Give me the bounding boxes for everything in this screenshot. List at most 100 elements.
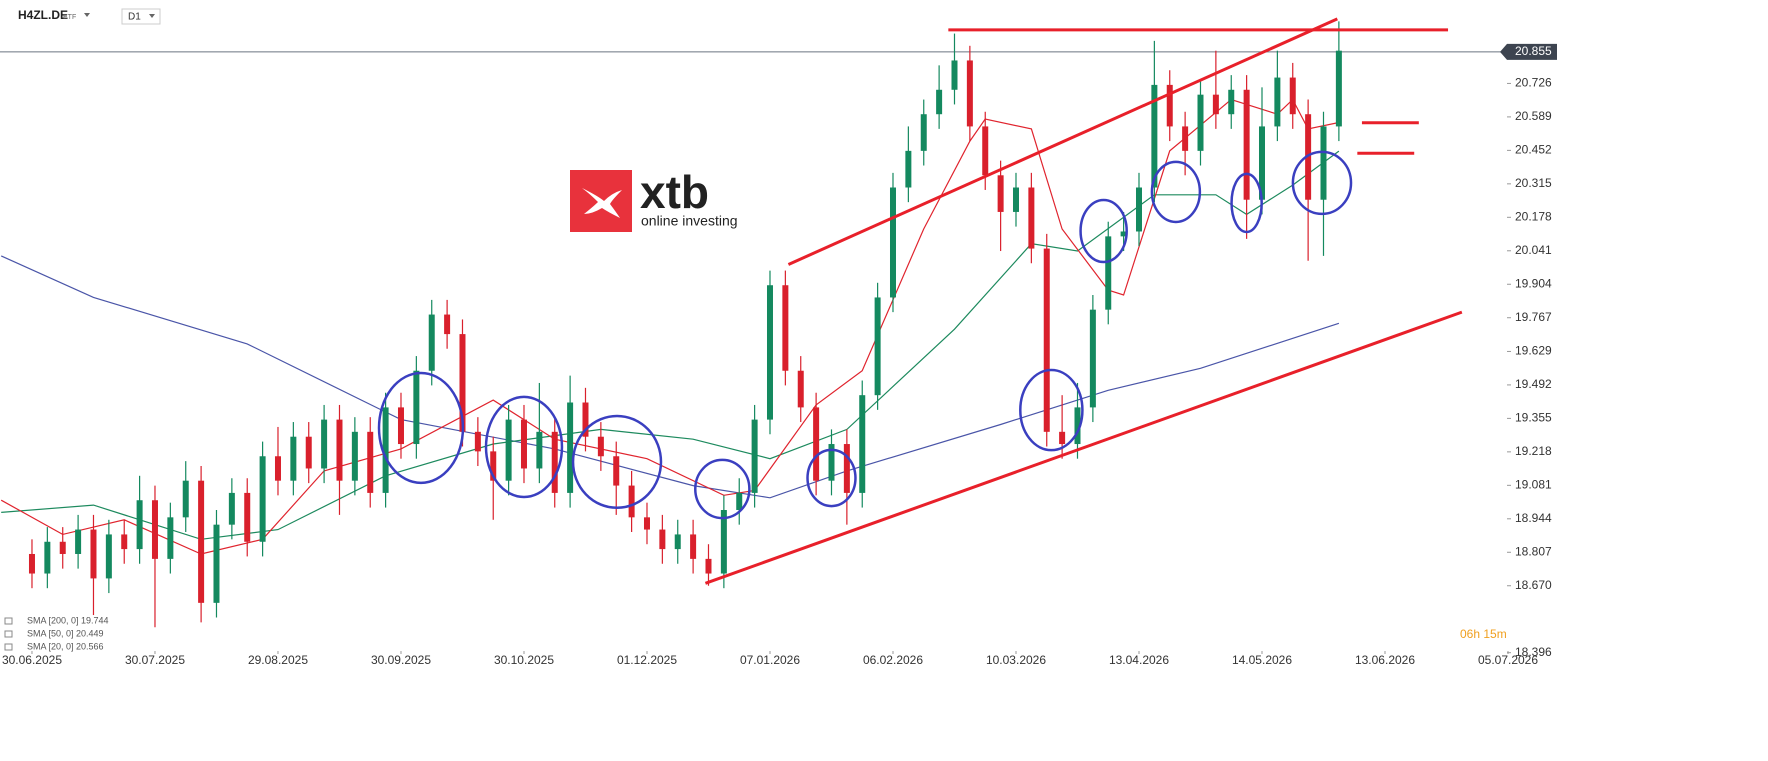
x-tick-label: 30.06.2025 (2, 653, 62, 667)
logo: xtb online investing (570, 166, 738, 232)
price-tag (1500, 43, 1557, 60)
candle-body (859, 395, 866, 493)
candle-body (259, 456, 266, 542)
highlight-circle (571, 414, 663, 510)
x-tick-label: 10.03.2026 (986, 653, 1046, 667)
candle-body (843, 444, 850, 493)
candle-body (1074, 407, 1081, 445)
y-tick-label: 19.767 (1515, 310, 1552, 324)
candle-body (613, 456, 620, 486)
x-tick-label: 30.07.2025 (125, 653, 185, 667)
candle-body (1335, 50, 1342, 127)
sma-line (0, 98, 1340, 555)
candle-body (782, 285, 789, 371)
candle-body (305, 436, 312, 469)
candle-body (228, 492, 235, 525)
candle-body (1012, 187, 1019, 212)
candle-body (1089, 309, 1096, 408)
candle-body (1182, 126, 1189, 151)
candle-body (1289, 77, 1296, 115)
x-tick-label: 07.01.2026 (740, 653, 800, 667)
candle-body (905, 150, 912, 188)
candle-body (90, 529, 97, 579)
candle-body (1166, 84, 1173, 127)
legend-entry: SMA [200, 0] 19.744 (27, 615, 109, 625)
y-tick-label: 20.178 (1515, 209, 1552, 223)
candle-body (874, 297, 881, 396)
candle-body (997, 175, 1004, 212)
candle-body (797, 370, 804, 408)
instrument-kind: ETF (63, 14, 76, 21)
candle-body (198, 480, 205, 603)
candle-body (751, 419, 758, 493)
candle-body (1305, 114, 1312, 200)
candle-body (382, 407, 389, 493)
candle-body (828, 444, 835, 481)
x-tick-label: 14.05.2026 (1232, 653, 1292, 667)
candle-body (397, 407, 404, 445)
candle-body (705, 558, 712, 574)
dropdown-arrow[interactable] (84, 13, 90, 17)
candle-body (167, 517, 174, 559)
highlight-circle (1291, 150, 1353, 216)
candle-body (982, 126, 989, 176)
x-tick-label: 01.12.2025 (617, 653, 677, 667)
candle-body (336, 419, 343, 481)
y-tick-label: 20.041 (1515, 243, 1552, 257)
y-tick-label: 18.396 (1515, 645, 1552, 659)
candle-body (690, 534, 697, 559)
y-tick-label: 19.218 (1515, 444, 1552, 458)
candle-body (444, 314, 451, 335)
candle-body (490, 451, 497, 481)
trend-line (704, 310, 1463, 585)
y-tick-label: 18.944 (1515, 511, 1552, 525)
candle-body (75, 529, 82, 554)
candle-body (567, 402, 574, 493)
y-tick-label: 19.492 (1515, 377, 1552, 391)
x-tick-label: 13.04.2026 (1109, 653, 1169, 667)
y-tick-label: 20.452 (1515, 143, 1552, 157)
legend-icon (4, 617, 13, 625)
highlight-circle (484, 395, 564, 499)
interval[interactable]: D1 (128, 12, 141, 23)
candle-body (351, 431, 358, 481)
candle-body (244, 492, 251, 542)
candle-body (121, 534, 128, 550)
candle-body (813, 407, 820, 481)
x-tick-label: 30.10.2025 (494, 653, 554, 667)
candle-body (459, 334, 466, 432)
candle-body (367, 431, 374, 493)
highlight-circle (694, 458, 751, 520)
legend-icon (4, 643, 13, 651)
symbol[interactable]: H4ZL.DE (18, 8, 68, 22)
y-tick-label: 19.355 (1515, 411, 1552, 425)
candle-body (428, 314, 435, 371)
candle-body (1228, 89, 1235, 115)
candle-body (1258, 126, 1265, 200)
candle-body (674, 534, 681, 550)
candle-body (213, 524, 220, 603)
candle-body (1212, 94, 1219, 115)
candle-body (966, 60, 973, 127)
highlight-circle (377, 371, 465, 485)
dropdown-arrow[interactable] (149, 14, 155, 18)
candle-body (1105, 236, 1112, 310)
candle-timer: 06h 15m (1460, 627, 1507, 641)
candle-body (951, 60, 958, 90)
candle-body (551, 431, 558, 493)
candle-body (413, 370, 420, 445)
candle-body (920, 114, 927, 151)
y-tick-label: 20.726 (1515, 76, 1552, 90)
candle-body (290, 436, 297, 481)
y-tick-label: 20.589 (1515, 109, 1552, 123)
interval-box[interactable] (121, 8, 161, 25)
candle-body (505, 419, 512, 481)
candle-body (597, 436, 604, 457)
logo-tagline: online investing (641, 213, 738, 229)
legend-icon (4, 630, 13, 638)
y-tick-label: 19.904 (1515, 276, 1552, 290)
candle-body (1243, 89, 1250, 200)
highlight-circle (1079, 198, 1128, 264)
